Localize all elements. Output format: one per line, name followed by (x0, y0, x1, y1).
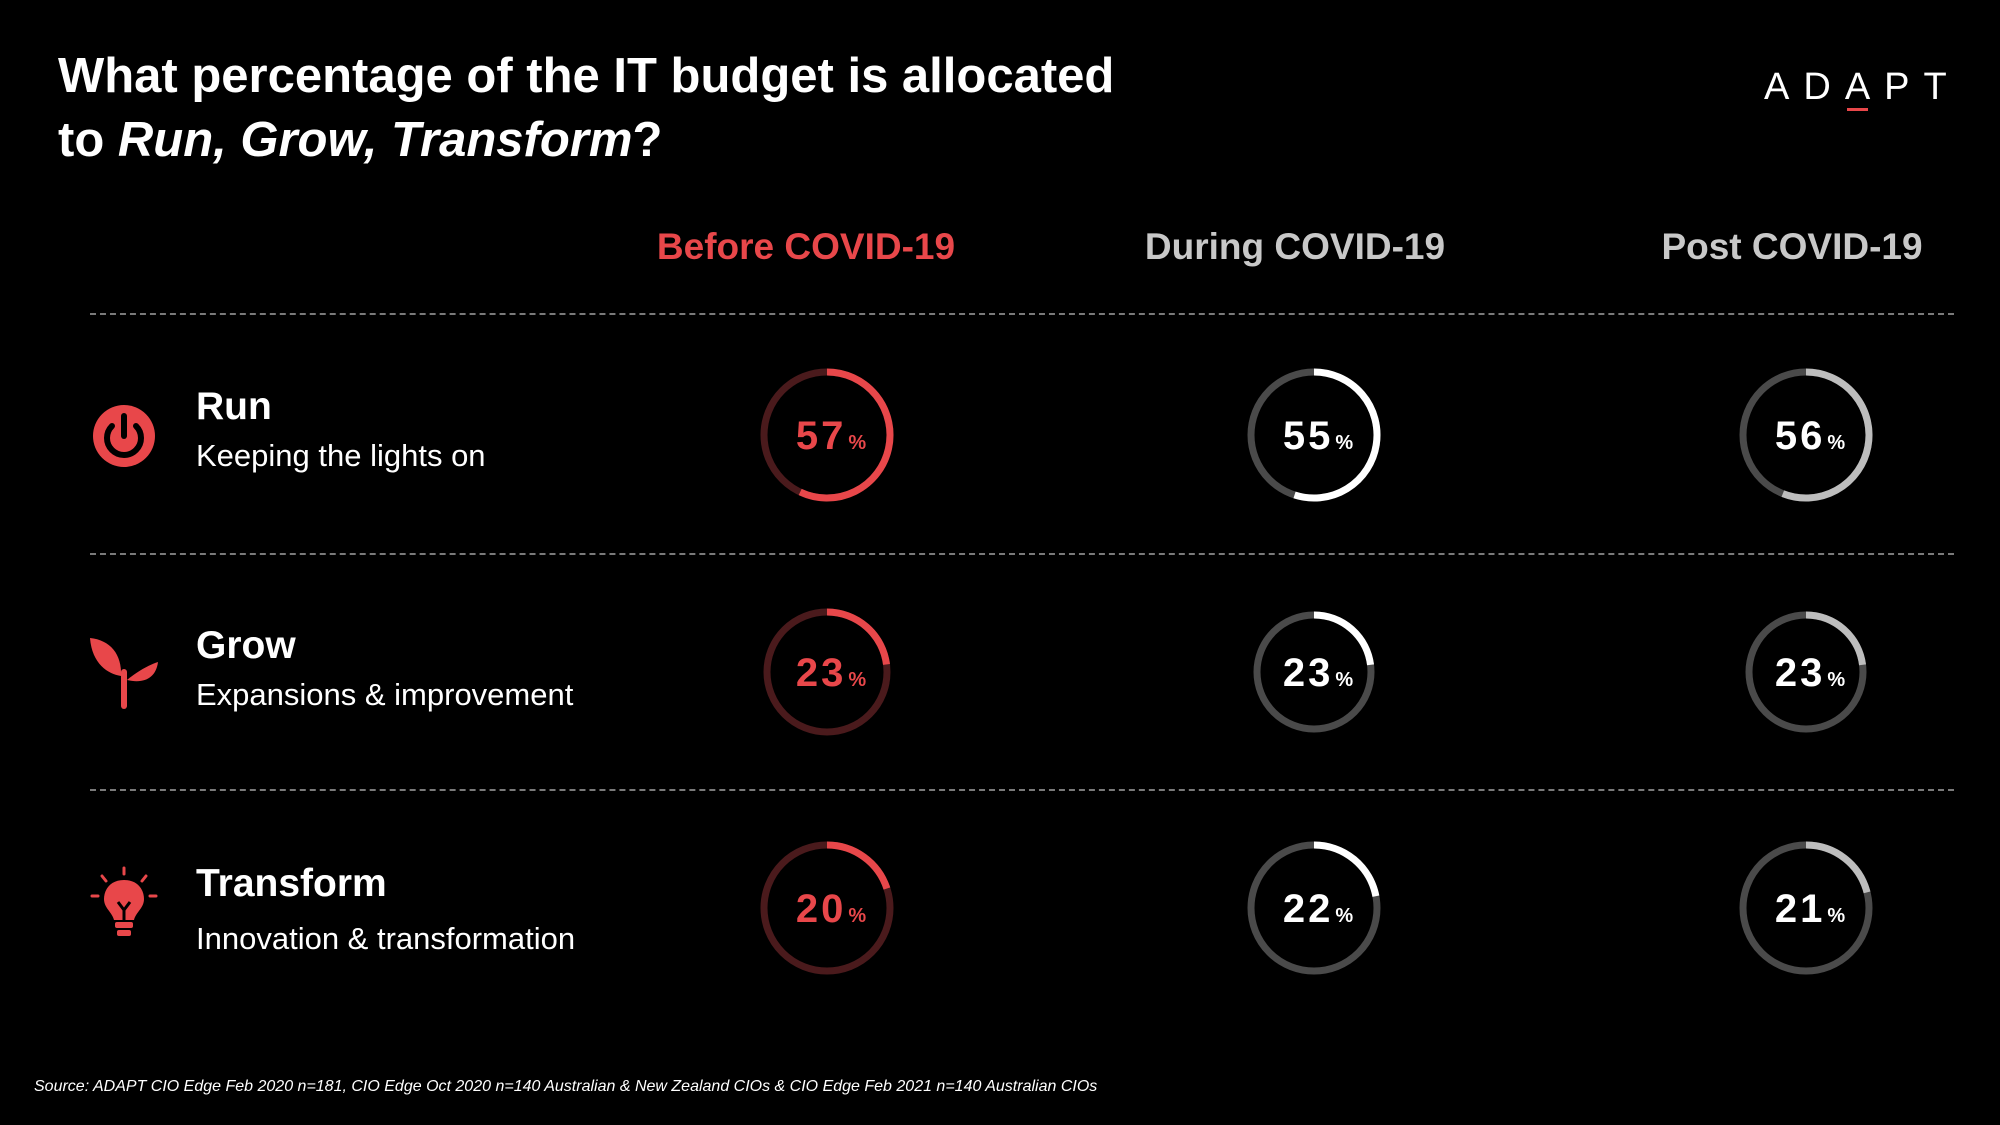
value-label-grow-before: 23% (796, 651, 867, 695)
title-line-1: What percentage of the IT budget is allo… (58, 49, 1115, 103)
row-divider (90, 313, 1954, 315)
value-label-transform-during: 22% (1283, 887, 1354, 931)
row-description-grow: Expansions & improvement (196, 677, 574, 712)
title-line-2-suffix: ? (632, 113, 663, 167)
value-label-run-before: 57% (796, 414, 867, 458)
column-header-before: Before COVID-19 (656, 226, 956, 267)
ring-arc-run-post (1781, 368, 1873, 502)
lightbulb-icon (90, 866, 158, 936)
value-label-grow-during: 23% (1283, 651, 1354, 695)
adapt-logo: ADAPT (1764, 66, 1961, 111)
row-label-transform: Transform (196, 862, 387, 905)
column-header-post: Post COVID-19 (1661, 226, 1923, 267)
ring-arc-run-during (1293, 368, 1381, 502)
power-icon (93, 405, 155, 467)
row-divider (90, 553, 1954, 555)
value-label-run-during: 55% (1283, 414, 1354, 458)
ring-arc-transform-during (1313, 841, 1380, 897)
value-label-transform-post: 21% (1775, 887, 1846, 931)
ring-arc-run-before (798, 368, 894, 502)
ring-arc-transform-post (1805, 841, 1871, 894)
ring-arc-grow-post (1805, 611, 1867, 666)
ring-arc-transform-before (826, 841, 891, 890)
row-divider (90, 789, 1954, 791)
source-note: Source: ADAPT CIO Edge Feb 2020 n=181, C… (34, 1078, 1098, 1095)
value-label-grow-post: 23% (1775, 651, 1846, 695)
title-line-2-italic: Run, Grow, Transform (117, 113, 633, 167)
value-label-run-post: 56% (1775, 414, 1846, 458)
ring-arc-grow-during (1313, 611, 1375, 666)
row-description-run: Keeping the lights on (196, 438, 486, 473)
row-label-grow: Grow (196, 624, 296, 667)
column-header-during: During COVID-19 (1144, 226, 1446, 267)
title-line-2-prefix: to (58, 113, 118, 167)
sprout-icon (90, 638, 158, 709)
ring-arc-grow-before (826, 608, 890, 666)
logo-text: ADAPT (1764, 66, 1961, 111)
row-label-run: Run (196, 385, 272, 428)
value-label-transform-before: 20% (796, 887, 867, 931)
row-description-transform: Innovation & transformation (196, 921, 576, 956)
page-title: What percentage of the IT budget is allo… (58, 44, 1258, 172)
